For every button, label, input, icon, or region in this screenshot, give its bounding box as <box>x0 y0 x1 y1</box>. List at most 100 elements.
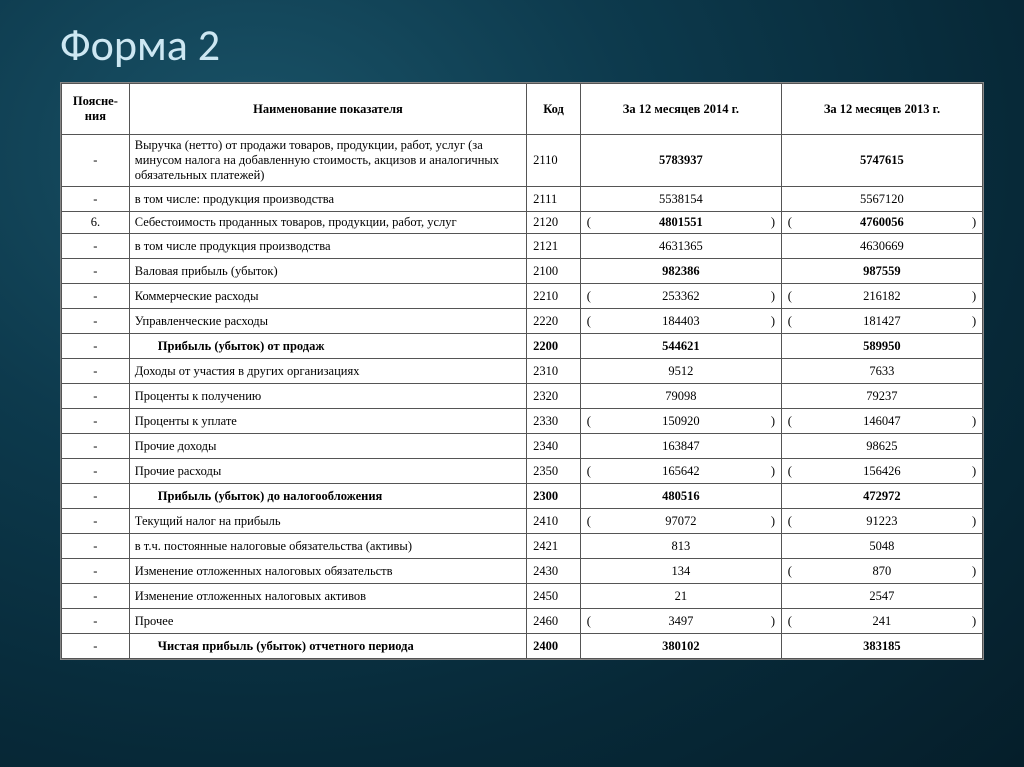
row-name: Прочее <box>129 609 526 634</box>
row-code: 2350 <box>527 459 581 484</box>
row-name: в том числе: продукция производства <box>129 187 526 212</box>
value-2014: 813 <box>597 534 765 559</box>
row-code: 2430 <box>527 559 581 584</box>
table-row: -в том числе продукция производства21214… <box>62 234 983 259</box>
table-row: -Прибыль (убыток) до налогообложения2300… <box>62 484 983 509</box>
row-name: Изменение отложенных налоговых активов <box>129 584 526 609</box>
row-code: 2121 <box>527 234 581 259</box>
row-name: Выручка (нетто) от продажи товаров, прод… <box>129 135 526 187</box>
value-2013: 241 <box>798 609 966 634</box>
row-name: Текущий налог на прибыль <box>129 509 526 534</box>
table-row: -Прибыль (убыток) от продаж2200544621589… <box>62 334 983 359</box>
table-row: -в том числе: продукция производства2111… <box>62 187 983 212</box>
table-row: -Доходы от участия в других организациях… <box>62 359 983 384</box>
table-row: -Проценты к уплате2330(150920)(146047) <box>62 409 983 434</box>
row-code: 2120 <box>527 212 581 234</box>
col-note: Поясне- ния <box>62 84 130 135</box>
value-2013: 870 <box>798 559 966 584</box>
value-2014: 21 <box>597 584 765 609</box>
row-code: 2460 <box>527 609 581 634</box>
table-row: -Прочие доходы234016384798625 <box>62 434 983 459</box>
row-name: Доходы от участия в других организациях <box>129 359 526 384</box>
table-header-row: Поясне- ния Наименование показателя Код … <box>62 84 983 135</box>
value-2014: 9512 <box>597 359 765 384</box>
row-name: Прибыль (убыток) от продаж <box>129 334 526 359</box>
value-2014: 163847 <box>597 434 765 459</box>
value-2014: 165642 <box>597 459 765 484</box>
value-2013: 4760056 <box>798 212 966 234</box>
row-code: 2300 <box>527 484 581 509</box>
col-2014: За 12 месяцев 2014 г. <box>580 84 781 135</box>
row-name: Коммерческие расходы <box>129 284 526 309</box>
value-2013: 472972 <box>798 484 966 509</box>
col-code: Код <box>527 84 581 135</box>
table-row: -Проценты к получению23207909879237 <box>62 384 983 409</box>
col-2013: За 12 месяцев 2013 г. <box>781 84 982 135</box>
row-code: 2111 <box>527 187 581 212</box>
table-row: -Изменение отложенных налоговых активов2… <box>62 584 983 609</box>
col-name: Наименование показателя <box>129 84 526 135</box>
row-name: Себестоимость проданных товаров, продукц… <box>129 212 526 234</box>
row-name: Проценты к получению <box>129 384 526 409</box>
table-row: -Изменение отложенных налоговых обязател… <box>62 559 983 584</box>
row-name: Изменение отложенных налоговых обязатель… <box>129 559 526 584</box>
value-2014: 5783937 <box>597 135 765 187</box>
value-2014: 134 <box>597 559 765 584</box>
table-row: 6.Себестоимость проданных товаров, проду… <box>62 212 983 234</box>
row-code: 2200 <box>527 334 581 359</box>
row-code: 2400 <box>527 634 581 659</box>
value-2013: 91223 <box>798 509 966 534</box>
value-2013: 79237 <box>798 384 966 409</box>
row-code: 2210 <box>527 284 581 309</box>
row-code: 2100 <box>527 259 581 284</box>
row-code: 2421 <box>527 534 581 559</box>
row-code: 2340 <box>527 434 581 459</box>
row-code: 2220 <box>527 309 581 334</box>
value-2014: 184403 <box>597 309 765 334</box>
row-code: 2320 <box>527 384 581 409</box>
table-row: -Выручка (нетто) от продажи товаров, про… <box>62 135 983 187</box>
value-2013: 7633 <box>798 359 966 384</box>
row-name: в том числе продукция производства <box>129 234 526 259</box>
value-2014: 544621 <box>597 334 765 359</box>
table-row: -Прочее2460(3497)(241) <box>62 609 983 634</box>
value-2014: 150920 <box>597 409 765 434</box>
row-name: Прочие доходы <box>129 434 526 459</box>
value-2014: 5538154 <box>597 187 765 212</box>
value-2013: 146047 <box>798 409 966 434</box>
value-2013: 216182 <box>798 284 966 309</box>
value-2013: 156426 <box>798 459 966 484</box>
value-2013: 98625 <box>798 434 966 459</box>
table-row: -Прочие расходы2350(165642)(156426) <box>62 459 983 484</box>
value-2013: 5048 <box>798 534 966 559</box>
table-row: -Коммерческие расходы2210(253362)(216182… <box>62 284 983 309</box>
row-name: Проценты к уплате <box>129 409 526 434</box>
table-container: Поясне- ния Наименование показателя Код … <box>60 82 984 660</box>
table-row: -Текущий налог на прибыль2410(97072)(912… <box>62 509 983 534</box>
table-row: -Валовая прибыль (убыток)210098238698755… <box>62 259 983 284</box>
value-2014: 97072 <box>597 509 765 534</box>
row-name: Чистая прибыль (убыток) отчетного период… <box>129 634 526 659</box>
value-2013: 987559 <box>798 259 966 284</box>
table-row: -Чистая прибыль (убыток) отчетного перио… <box>62 634 983 659</box>
value-2013: 589950 <box>798 334 966 359</box>
value-2014: 79098 <box>597 384 765 409</box>
value-2014: 4631365 <box>597 234 765 259</box>
value-2014: 480516 <box>597 484 765 509</box>
row-name: Прочие расходы <box>129 459 526 484</box>
row-code: 2310 <box>527 359 581 384</box>
row-name: Прибыль (убыток) до налогообложения <box>129 484 526 509</box>
value-2014: 982386 <box>597 259 765 284</box>
page-title: Форма 2 <box>60 18 984 72</box>
row-code: 2330 <box>527 409 581 434</box>
row-code: 2110 <box>527 135 581 187</box>
table-row: -в т.ч. постоянные налоговые обязательст… <box>62 534 983 559</box>
value-2014: 380102 <box>597 634 765 659</box>
value-2013: 4630669 <box>798 234 966 259</box>
value-2013: 5567120 <box>798 187 966 212</box>
value-2013: 383185 <box>798 634 966 659</box>
value-2013: 5747615 <box>798 135 966 187</box>
value-2014: 3497 <box>597 609 765 634</box>
table-row: -Управленческие расходы2220(184403)(1814… <box>62 309 983 334</box>
value-2014: 4801551 <box>597 212 765 234</box>
